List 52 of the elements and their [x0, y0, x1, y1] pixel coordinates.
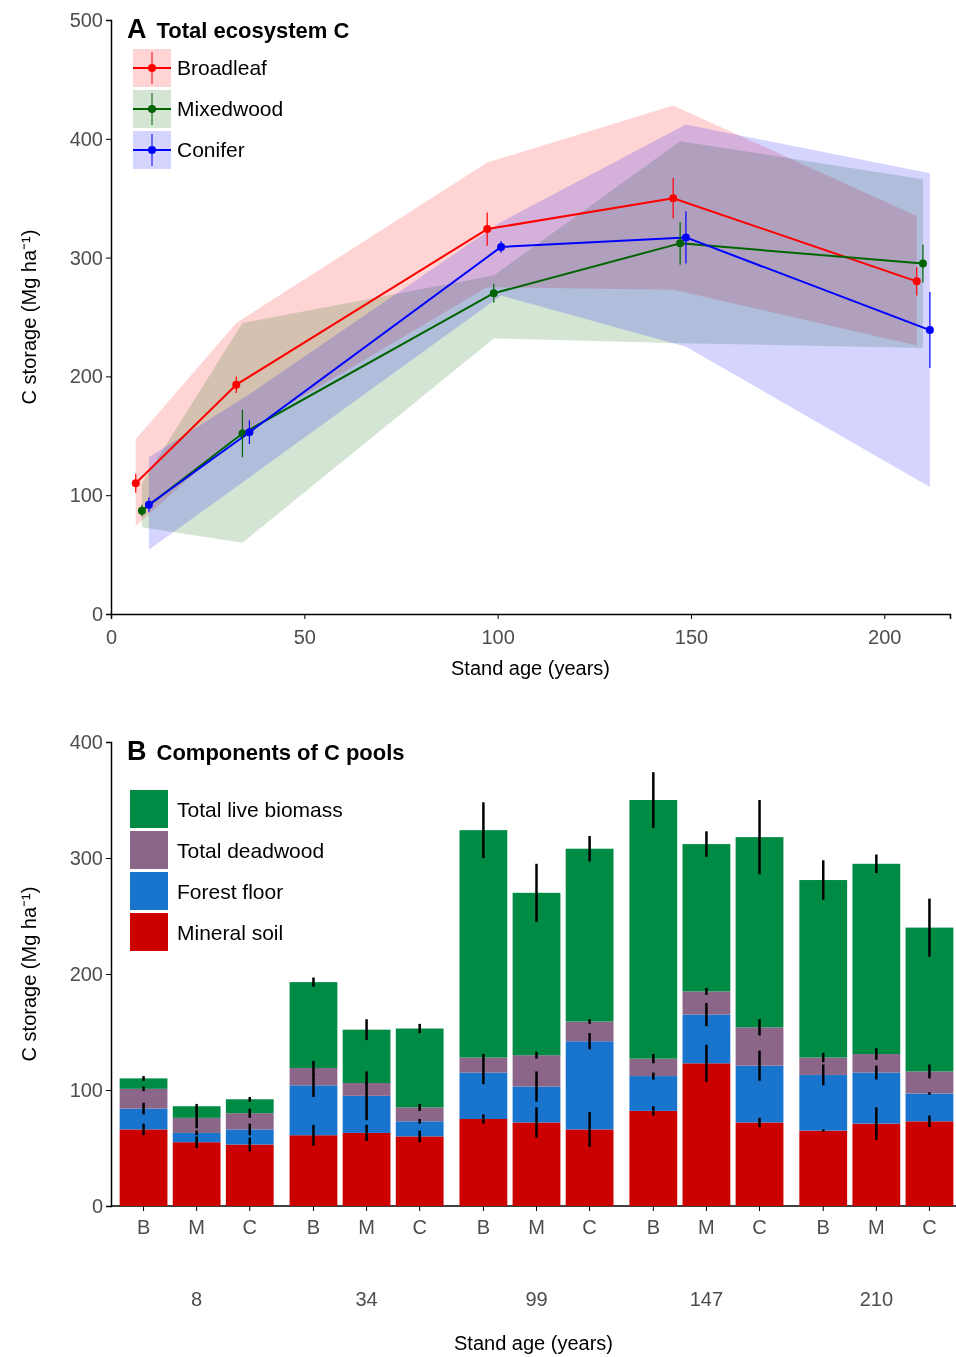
chart-title: A Total ecosystem C	[127, 14, 350, 44]
y-tick-label: 300	[69, 846, 103, 869]
legend-label: Total live biomass	[177, 798, 343, 821]
x-tick-label: 0	[105, 626, 118, 648]
y-tick-label: 0	[91, 1194, 103, 1217]
x-axis-title: Stand age (years)	[451, 657, 610, 679]
x-tick-label: M	[698, 1216, 715, 1238]
chart-title: B Components of C pools	[127, 736, 405, 766]
x-tick-label: B	[476, 1216, 491, 1238]
x-tick-label: 50	[293, 626, 316, 648]
text: 147	[689, 1288, 724, 1310]
x-tick-label: 100	[481, 626, 515, 648]
y-tick-label: 400	[69, 730, 103, 753]
x-tick-label: 200	[868, 626, 902, 648]
x-tick-label: C	[922, 1216, 937, 1238]
x-axis-title: Stand age (years)	[454, 1332, 613, 1354]
x-tick-label: C	[752, 1216, 767, 1238]
x-tick-label: C	[582, 1216, 597, 1238]
y-tick-label: 200	[69, 365, 103, 388]
y-tick-label: 500	[69, 8, 103, 31]
x-tick-label: M	[188, 1216, 205, 1238]
x-tick-label: C	[412, 1216, 427, 1238]
legend-label: Conifer	[177, 138, 245, 161]
x-tick-label: M	[358, 1216, 375, 1238]
text: 34	[355, 1288, 378, 1310]
y-tick-label: 300	[69, 246, 103, 269]
x-tick-label: B	[136, 1216, 151, 1238]
y-tick-label: 400	[69, 127, 103, 150]
x-tick-label: C	[242, 1216, 257, 1238]
point	[669, 194, 678, 203]
legend-label: Broadleaf	[177, 56, 268, 79]
y-axis-title: C storage (Mg ha⁻¹)	[18, 886, 40, 1062]
legend-label: Mixedwood	[177, 97, 284, 120]
text: 99	[525, 1288, 548, 1310]
x-tick-label: 150	[674, 626, 709, 648]
legend-label: Forest floor	[177, 880, 284, 903]
x-tick-label: B	[306, 1216, 321, 1238]
legend-label: Total deadwood	[177, 839, 325, 862]
text: 210	[859, 1288, 894, 1310]
y-tick-label: 100	[69, 484, 103, 507]
y-tick-label: 100	[69, 1078, 103, 1101]
x-tick-label: B	[646, 1216, 660, 1238]
legend-label: Mineral soil	[177, 921, 284, 944]
x-tick-label: M	[868, 1216, 885, 1238]
x-tick-label: B	[816, 1216, 830, 1238]
point	[489, 289, 498, 298]
point	[483, 225, 492, 234]
y-tick-label: 200	[69, 962, 103, 985]
y-tick-label: 0	[91, 602, 103, 625]
y-axis-title: C storage (Mg ha⁻¹)	[18, 229, 40, 405]
text: 8	[191, 1288, 203, 1310]
x-tick-label: M	[528, 1216, 545, 1238]
